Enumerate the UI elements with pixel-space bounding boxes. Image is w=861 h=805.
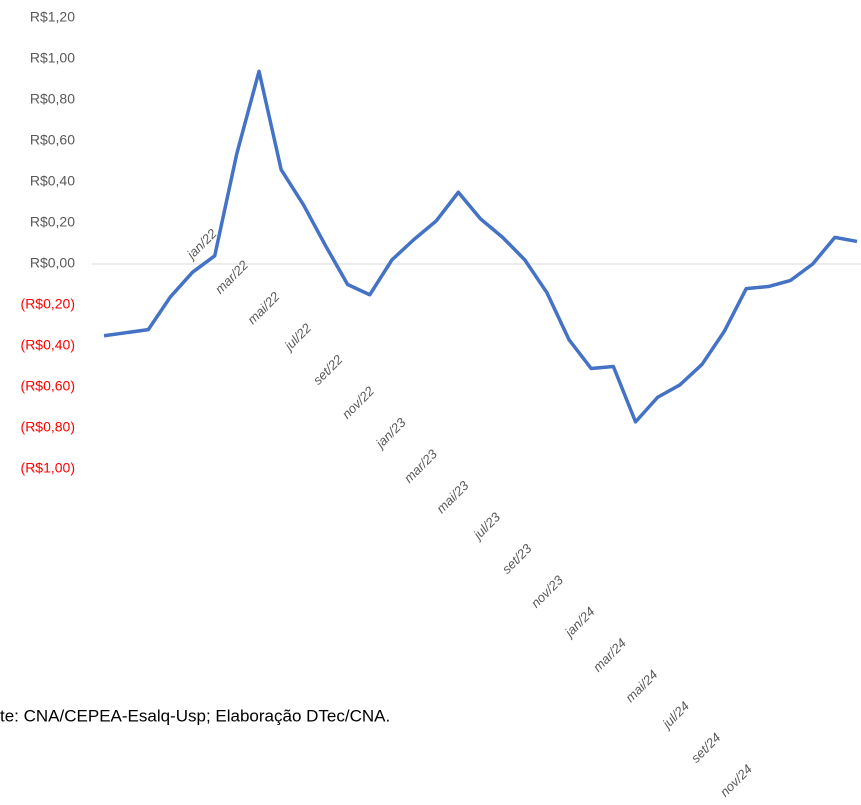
x-tick-label: jan/24 [560, 604, 597, 641]
y-tick-label: (R$0,80) [21, 419, 75, 435]
y-tick-label: R$1,00 [30, 50, 75, 66]
x-tick-label: set/22 [310, 351, 346, 387]
y-tick-label: (R$1,00) [21, 460, 75, 476]
x-tick-label: set/23 [499, 540, 535, 576]
y-tick-label: (R$0,20) [21, 296, 75, 312]
x-tick-label: nov/22 [339, 383, 378, 422]
line-series [103, 69, 858, 424]
source-note: te: CNA/CEPEA-Esalq-Usp; Elaboração DTec… [0, 706, 390, 725]
x-tick-label: jan/23 [371, 414, 409, 452]
y-tick-label: R$0,00 [30, 255, 75, 271]
x-tick-label: mai/23 [433, 477, 472, 516]
x-tick-label: mar/24 [590, 635, 629, 674]
x-tick-label: jul/22 [280, 320, 315, 355]
y-tick-label: (R$0,60) [21, 378, 75, 394]
x-tick-label: jul/23 [469, 509, 504, 544]
x-tick-label: nov/24 [717, 761, 755, 799]
x-tick-label: mar/22 [212, 257, 252, 297]
y-tick-label: R$0,40 [30, 173, 75, 189]
x-tick-label: mar/23 [401, 446, 441, 486]
y-tick-label: (R$0,40) [21, 337, 75, 353]
y-tick-label: R$1,20 [30, 9, 75, 25]
x-tick-label: jul/24 [658, 698, 692, 732]
y-tick-label: R$0,20 [30, 214, 75, 230]
y-tick-label: R$0,80 [30, 91, 75, 107]
x-tick-label: nov/23 [528, 572, 567, 611]
x-tick-label: set/24 [688, 730, 724, 766]
y-tick-label: R$0,60 [30, 132, 75, 148]
x-tick-label: mai/24 [622, 667, 660, 705]
x-tick-label: mai/22 [244, 288, 283, 327]
